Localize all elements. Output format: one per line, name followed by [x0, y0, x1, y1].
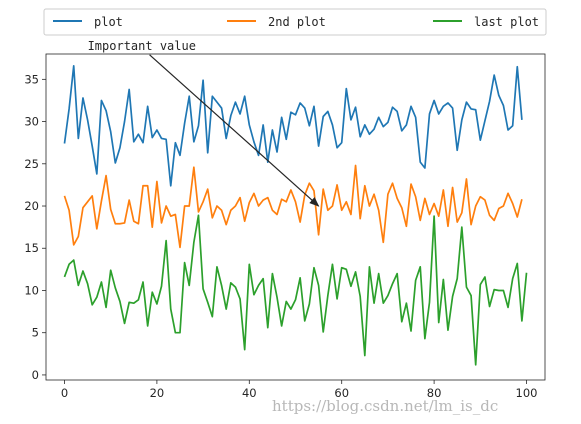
x-tick-label: 100	[516, 386, 538, 400]
series-line-last-plot	[63, 214, 528, 366]
series-line-2nd-plot	[63, 164, 523, 249]
x-tick-label: 80	[427, 386, 442, 400]
y-tick-label: 15	[24, 241, 39, 255]
legend-box	[43, 8, 547, 36]
y-tick-label: 35	[24, 72, 39, 86]
annotation-text: Important value	[88, 39, 196, 53]
legend-label-2nd-plot: 2nd plot	[268, 15, 326, 29]
watermark-text: https://blog.csdn.net/lm_is_dc	[272, 397, 498, 415]
series-lines	[63, 64, 528, 366]
legend: plot 2nd plot last plot	[43, 8, 547, 36]
legend-label-plot: plot	[94, 15, 123, 29]
plot-area-frame	[45, 53, 546, 381]
annotation-arrow	[149, 54, 320, 207]
y-tick-label: 20	[24, 199, 39, 213]
x-tick-label: 60	[334, 386, 349, 400]
legend-label-last-plot: last plot	[474, 15, 539, 29]
y-tick-label: 0	[32, 368, 39, 382]
axis-ticks: 0 20 40 60 80 100 0 5 10 15 20 25 30 35	[24, 72, 537, 400]
series-line-plot	[63, 64, 523, 187]
y-tick-label: 5	[32, 326, 39, 340]
x-tick-label: 20	[150, 386, 165, 400]
y-tick-label: 30	[24, 115, 39, 129]
y-tick-label: 10	[24, 283, 39, 297]
x-tick-label: 0	[61, 386, 68, 400]
x-tick-label: 40	[242, 386, 257, 400]
y-tick-label: 25	[24, 157, 39, 171]
